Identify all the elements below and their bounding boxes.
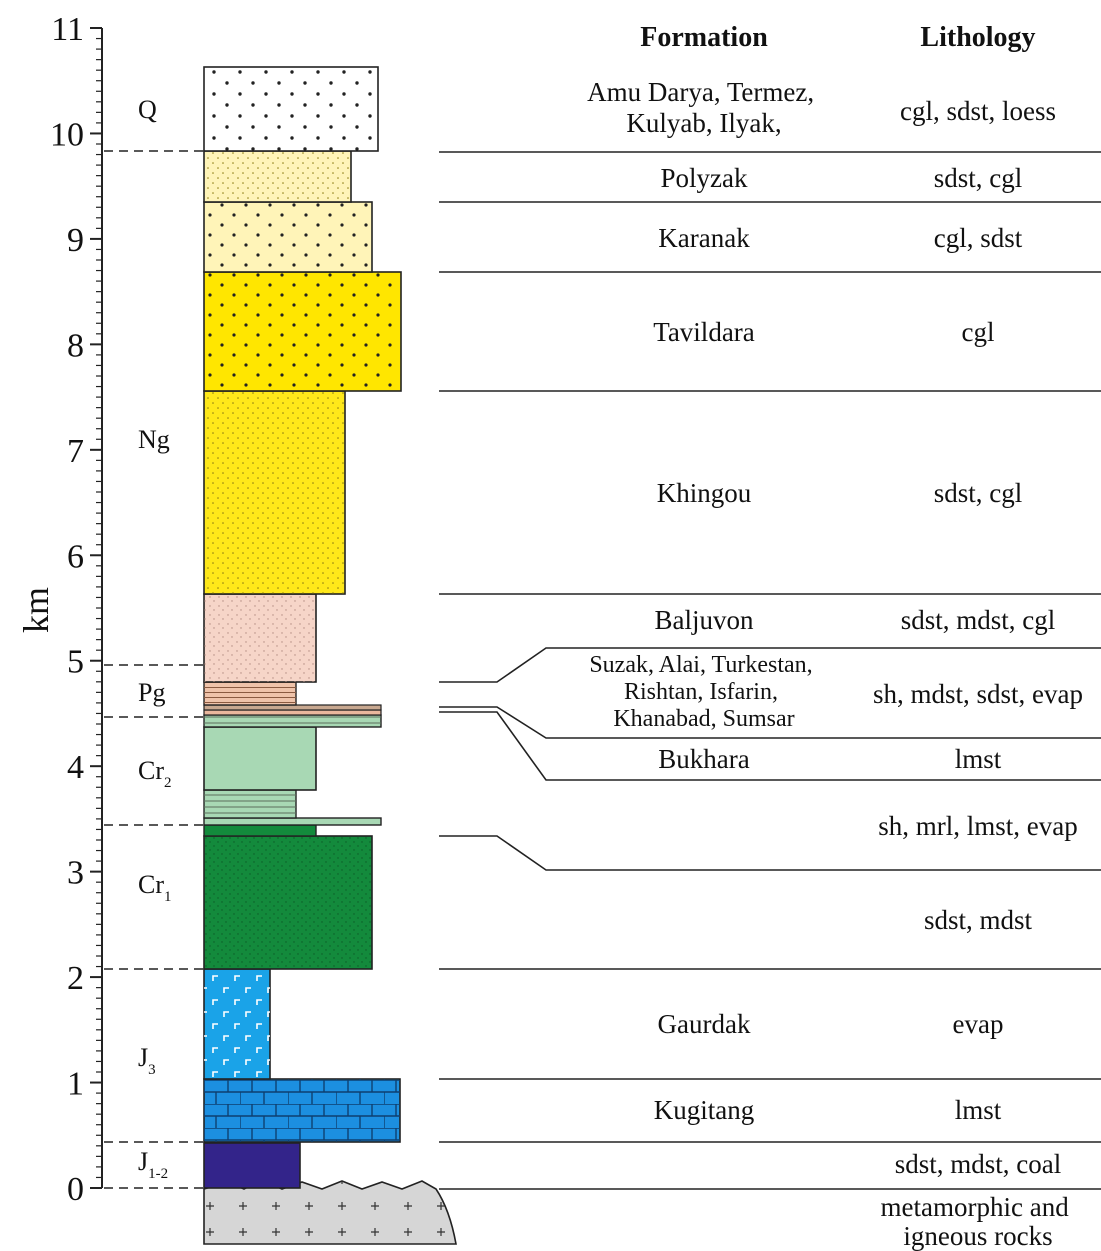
cr1-shale-unit <box>203 824 317 837</box>
pg-thin-bed-upper <box>203 709 382 716</box>
lithology-cell: cgl <box>962 317 995 347</box>
age-label-cr1: Cr1 <box>138 870 172 905</box>
y-tick-label: 11 <box>51 11 84 48</box>
age-label-pg: Pg <box>138 678 165 707</box>
gaurdak-evaporite-pattern <box>204 969 270 1079</box>
age-label-j3: J3 <box>138 1043 156 1078</box>
y-axis: 0 1 2 3 4 5 6 7 8 9 10 11 km <box>16 11 103 1208</box>
divider-line-angled <box>439 835 1101 871</box>
y-tick-label: 3 <box>67 855 84 892</box>
y-axis-title: km <box>16 587 56 633</box>
formation-cell: Polyzak <box>661 163 748 193</box>
y-tick-label: 4 <box>67 749 84 786</box>
cr2-bukhara-unit <box>203 726 317 791</box>
baljuvon-pattern <box>204 594 316 682</box>
formation-column-header: Formation <box>640 22 768 53</box>
lithology-column-header: Lithology <box>920 22 1035 53</box>
lithology-cell: evap <box>953 1009 1004 1039</box>
divider-line-angled <box>439 706 1101 739</box>
formation-cell: Tavildara <box>653 317 755 347</box>
age-boundaries <box>104 150 204 1189</box>
lithology-cell: lmst <box>955 1095 1002 1125</box>
y-axis-minor-ticks <box>96 37 102 1179</box>
formation-cell: Gaurdak <box>658 1009 751 1039</box>
formation-cell: Khingou <box>657 478 752 508</box>
y-tick-label: 0 <box>67 1171 84 1208</box>
y-tick-label: 8 <box>67 327 84 364</box>
age-label-q: Q <box>138 95 157 124</box>
lithologic-column <box>203 66 457 1245</box>
lithology-cell: metamorphic and igneous rocks <box>881 1192 1076 1251</box>
formation-cell: Bukhara <box>658 744 749 774</box>
y-tick-label: 2 <box>67 960 84 997</box>
thin-marl-bed <box>203 817 382 826</box>
khingou-pattern <box>204 391 345 594</box>
age-label-ng: Ng <box>138 425 170 454</box>
y-tick-label: 6 <box>67 538 84 575</box>
lithology-cell: sdst, mdst <box>924 905 1033 935</box>
y-tick-label: 10 <box>50 116 84 153</box>
table-cells: Amu Darya, Termez, Kulyab, Ilyak, cgl, s… <box>587 77 1083 1251</box>
age-label-cr2: Cr2 <box>138 756 172 791</box>
y-tick-label: 9 <box>67 222 84 259</box>
formation-cell: Karanak <box>658 223 750 253</box>
y-axis-major-ticks: 0 1 2 3 4 5 6 7 8 9 10 11 <box>50 11 102 1208</box>
cr1-sandstone-pattern <box>204 836 372 969</box>
karanak-pattern <box>204 202 372 272</box>
age-labels: Q Ng Pg Cr2 Cr1 J3 J1-2 <box>138 95 172 1182</box>
lithology-cell: sdst, cgl <box>934 478 1023 508</box>
formation-cell: Amu Darya, Termez, Kulyab, Ilyak, <box>587 77 821 138</box>
lithology-cell: sdst, cgl <box>934 163 1023 193</box>
pg-bedded-pattern <box>204 682 296 705</box>
formation-cell: Kugitang <box>654 1095 755 1125</box>
pg-thin-bed-lower <box>203 704 382 711</box>
cr2-lower-bedded-pattern <box>204 790 296 818</box>
y-tick-label: 5 <box>67 644 84 681</box>
divider-line-angled <box>439 647 1101 683</box>
table-dividers <box>439 151 1101 1190</box>
lithology-cell: sh, mrl, lmst, evap <box>878 811 1077 841</box>
j12-coal-unit <box>203 1142 301 1189</box>
formation-cell: Suzak, Alai, Turkestan, Rishtan, Isfarin… <box>589 652 818 732</box>
lithology-cell: cgl, sdst <box>934 223 1023 253</box>
lithology-cell: sdst, mdst, coal <box>895 1149 1062 1179</box>
divider-line-angled <box>439 711 1101 781</box>
polyzak-pattern <box>204 151 351 202</box>
y-tick-label: 7 <box>67 433 84 470</box>
age-label-j12: J1-2 <box>138 1147 168 1182</box>
tavildara-pattern <box>204 272 401 391</box>
kugitang-brick-pattern <box>204 1079 400 1142</box>
lithology-cell: cgl, sdst, loess <box>900 96 1056 126</box>
basement-cross-pattern <box>204 1180 456 1244</box>
formation-cell: Baljuvon <box>655 605 754 635</box>
cr2-top-bed-pattern <box>204 715 381 727</box>
y-tick-label: 1 <box>67 1066 84 1103</box>
quaternary-pattern <box>204 67 378 151</box>
lithology-cell: sdst, mdst, cgl <box>901 605 1056 635</box>
lithology-cell: lmst <box>955 744 1002 774</box>
lithology-cell: sh, mdst, sdst, evap <box>873 679 1083 709</box>
